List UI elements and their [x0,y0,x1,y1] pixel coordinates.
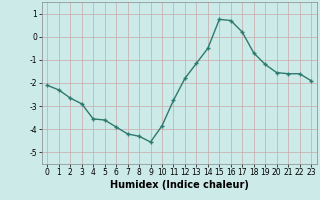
X-axis label: Humidex (Indice chaleur): Humidex (Indice chaleur) [110,180,249,190]
